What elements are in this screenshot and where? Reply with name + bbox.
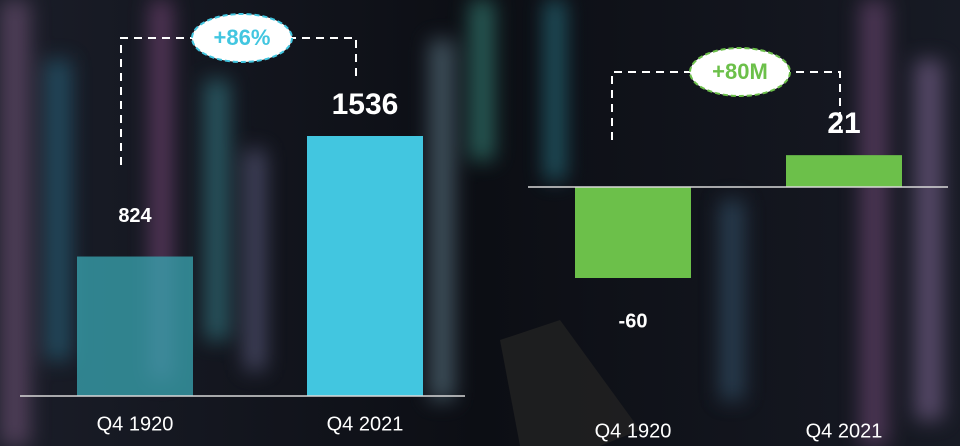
bar	[575, 187, 691, 278]
x-tick-label: Q4 1920	[97, 413, 174, 435]
bar	[786, 155, 902, 187]
value-label: -60	[619, 310, 648, 332]
annotation: +86%	[214, 25, 271, 50]
page: +86% 824 Q4 1920 1536 Q4 2021 +80M -60 Q4 1920 2…	[0, 0, 960, 446]
chart: +86% 824 Q4 1920 1536 Q4 2021 +80M -60 Q4 1920 2…	[0, 0, 960, 446]
value-label: 21	[827, 107, 860, 140]
x-tick-label: Q4 2021	[327, 413, 404, 435]
annotation: +80M	[712, 59, 768, 84]
x-tick-label: Q4 2021	[806, 420, 883, 442]
bar	[77, 257, 193, 396]
bar	[307, 136, 423, 396]
x-tick-label: Q4 1920	[595, 420, 672, 442]
value-label: 824	[118, 205, 152, 227]
value-label: 1536	[332, 88, 399, 121]
